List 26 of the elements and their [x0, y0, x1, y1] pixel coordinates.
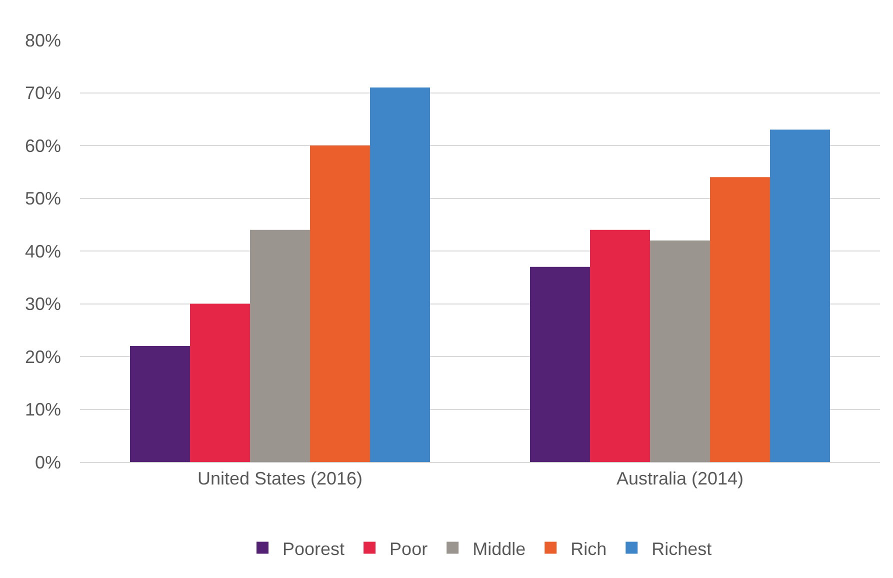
bar [190, 304, 250, 462]
y-tick-label: 70% [24, 83, 61, 104]
bar [250, 230, 310, 462]
y-tick-label: 10% [24, 400, 61, 420]
bar [130, 346, 190, 462]
bar [710, 177, 770, 462]
legend-label: Poor [390, 538, 428, 559]
legend-label: Rich [570, 538, 607, 559]
bar [590, 230, 650, 462]
y-tick-label: 60% [24, 136, 61, 156]
bar [770, 130, 830, 462]
bar [370, 87, 430, 462]
y-tick-label: 80% [24, 30, 61, 50]
bar [650, 240, 710, 462]
y-tick-label: 30% [24, 294, 61, 314]
x-tick-label: United States (2016) [197, 468, 363, 489]
y-tick-label: 20% [24, 346, 61, 367]
legend-label: Middle [472, 538, 526, 559]
x-tick-label: Australia (2014) [616, 468, 744, 489]
legend-label: Richest [652, 538, 712, 559]
bar [310, 146, 370, 462]
y-tick-label: 40% [24, 241, 61, 262]
y-tick-label: 0% [34, 452, 61, 472]
y-tick-label: 50% [24, 188, 61, 209]
legend-label: Poorest [282, 538, 345, 559]
bar [530, 266, 590, 462]
